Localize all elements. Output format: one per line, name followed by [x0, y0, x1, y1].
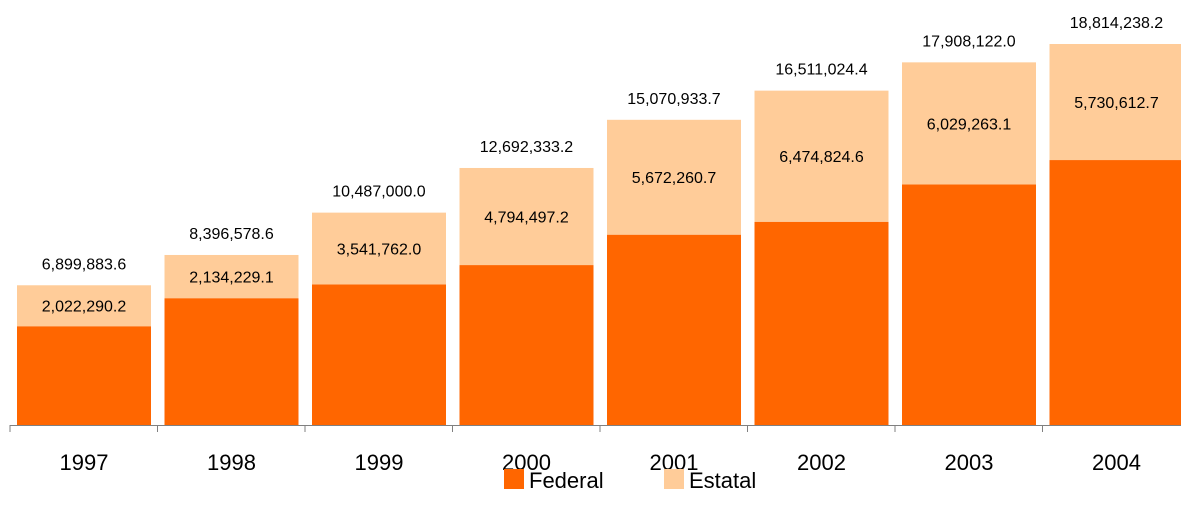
legend-swatch-estatal: [664, 469, 684, 489]
bar-estatal-2000: [459, 167, 594, 266]
bar-estatal-2002: [754, 90, 889, 222]
bar-estatal-1999: [312, 212, 446, 285]
legend-label-estatal: Estatal: [689, 468, 756, 493]
x-tick-label-2002: 2002: [797, 450, 846, 475]
bar-estatal-2001: [607, 119, 741, 235]
estatal-value-label-2001: 5,672,260.7: [632, 170, 717, 187]
x-axis: 1997 1998 1999 2000 2001 2002 2003 2004: [9, 425, 1181, 475]
estatal-value-label-2004: 5,730,612.7: [1074, 95, 1159, 112]
bar-federal-2001: [607, 234, 741, 425]
bar-estatal-2004: [1049, 44, 1181, 161]
bar-federal-2000: [459, 265, 594, 425]
total-value-label-2002: 16,511,024.4: [775, 62, 867, 79]
x-tick-label-2004: 2004: [1092, 450, 1141, 475]
bar-federal-1997: [17, 326, 151, 425]
total-value-label-1997: 6,899,883.6: [42, 256, 127, 273]
estatal-value-label-1997: 2,022,290.2: [42, 299, 127, 316]
total-value-label-2003: 17,908,122.0: [922, 33, 1016, 50]
total-value-label-2001: 15,070,933.7: [627, 91, 721, 108]
total-value-label-1998: 8,396,578.6: [189, 226, 274, 243]
bar-estatal-1997: [17, 285, 151, 327]
x-tick-label-1999: 1999: [355, 450, 404, 475]
total-value-label-2000: 12,692,333.2: [480, 139, 574, 156]
legend-label-federal: Federal: [529, 468, 604, 493]
bar-estatal-1998: [164, 254, 299, 299]
bar-estatal-2003: [902, 62, 1036, 185]
estatal-value-label-1998: 2,134,229.1: [189, 270, 274, 287]
estatal-value-label-2000: 4,794,497.2: [484, 210, 569, 227]
bar-federal-2004: [1049, 160, 1181, 425]
bar-federal-1999: [312, 284, 446, 425]
x-tick-label-1998: 1998: [207, 450, 256, 475]
segment-labels-group: 2,022,290.2 2,134,229.1 3,541,762.0 4,794,4…: [42, 95, 1159, 316]
estatal-value-label-1999: 3,541,762.0: [337, 241, 422, 258]
bar-federal-2003: [902, 184, 1036, 425]
legend: Federal Estatal: [504, 468, 756, 493]
estatal-value-label-2002: 6,474,824.6: [779, 149, 864, 166]
total-labels-group: 6,899,883.6 8,396,578.6 10,487,000.0 12,692…: [42, 15, 1164, 273]
total-value-label-1999: 10,487,000.0: [332, 184, 426, 201]
legend-swatch-federal: [504, 469, 524, 489]
x-tick-label-2003: 2003: [945, 450, 994, 475]
bar-federal-1998: [164, 298, 299, 425]
bars-group: [17, 44, 1181, 425]
bar-federal-2002: [754, 221, 889, 425]
x-tick-label-1997: 1997: [60, 450, 109, 475]
total-value-label-2004: 18,814,238.2: [1070, 15, 1164, 32]
estatal-value-label-2003: 6,029,263.1: [927, 116, 1012, 133]
